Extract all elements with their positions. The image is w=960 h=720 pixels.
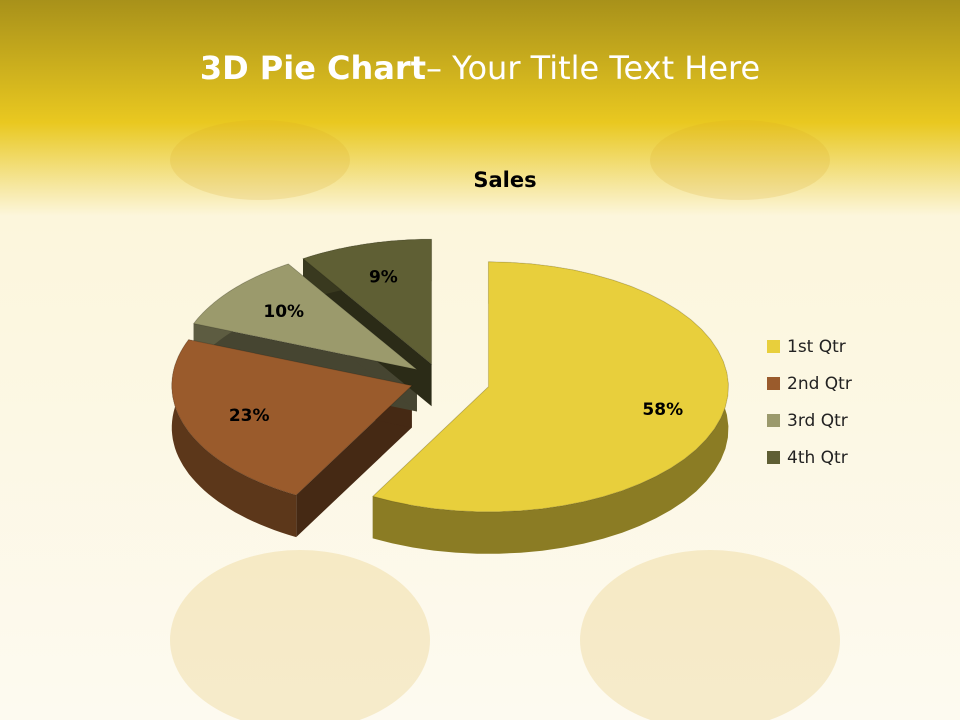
legend-swatch xyxy=(767,340,780,353)
slice xyxy=(371,261,729,513)
pie: 58% 23% 10% 9% xyxy=(171,238,729,554)
data-label: 23% xyxy=(229,406,270,426)
legend-label: 1st Qtr xyxy=(787,337,846,357)
legend-label: 4th Qtr xyxy=(787,448,848,468)
data-label: 58% xyxy=(642,400,683,420)
legend-label: 3rd Qtr xyxy=(787,411,848,431)
slide-title: 3D Pie Chart– Your Title Text Here xyxy=(200,49,760,87)
slice xyxy=(301,238,433,366)
data-label: 10% xyxy=(263,302,304,322)
legend-label: 2nd Qtr xyxy=(787,374,852,394)
slice xyxy=(171,339,413,496)
slice-side xyxy=(372,261,729,554)
legend-swatch xyxy=(767,414,780,427)
decoration xyxy=(170,120,840,720)
data-label: 9% xyxy=(369,268,398,288)
slide-title-bold: 3D Pie Chart xyxy=(200,49,426,87)
legend-swatch xyxy=(767,377,780,390)
slice-side xyxy=(171,339,297,538)
slice-wall xyxy=(296,385,412,538)
chart-title: Sales xyxy=(473,168,536,192)
slice xyxy=(192,263,418,370)
slide-title-rest: – Your Title Text Here xyxy=(426,49,760,87)
legend-swatch xyxy=(767,451,780,464)
legend: 1st Qtr 2nd Qtr 3rd Qtr 4th Qtr xyxy=(767,337,852,468)
